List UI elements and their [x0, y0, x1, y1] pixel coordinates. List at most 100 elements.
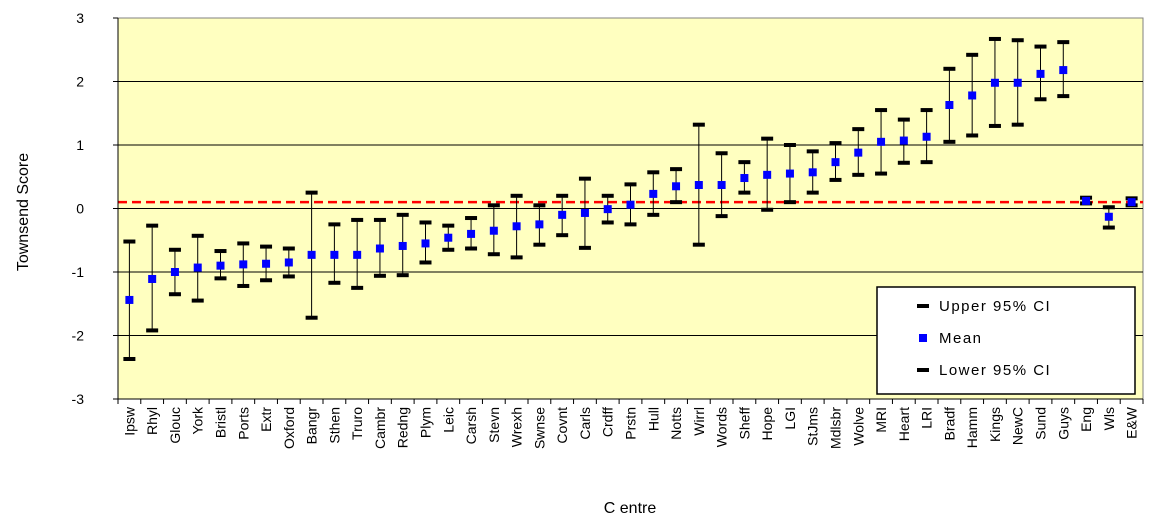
lower-ci-marker	[897, 160, 910, 165]
upper-ci-marker	[282, 246, 295, 251]
mean-marker	[239, 260, 248, 269]
upper-ci-marker	[373, 217, 386, 222]
x-tick-label: Carls	[577, 407, 593, 440]
y-tick-label: 0	[76, 201, 84, 217]
mean-marker	[1013, 78, 1022, 87]
upper-ci-marker	[123, 239, 136, 244]
mean-marker	[854, 148, 863, 157]
mean-marker	[444, 233, 453, 242]
lower-ci-marker	[1011, 122, 1024, 127]
lower-ci-marker	[533, 242, 546, 247]
mean-marker	[398, 241, 407, 250]
upper-ci-marker	[1102, 205, 1115, 210]
x-tick-label: Notts	[668, 407, 684, 440]
mean-marker	[1127, 198, 1136, 207]
x-tick-label: NewC	[1010, 407, 1026, 445]
lower-ci-marker	[487, 252, 500, 257]
mean-marker	[148, 274, 157, 283]
lower-ci-marker	[647, 212, 660, 217]
x-tick-label: Bradf	[941, 407, 957, 441]
lower-ci-marker	[351, 285, 364, 290]
x-tick-label: Mdlsbr	[828, 407, 844, 449]
legend-mean-marker	[919, 334, 927, 342]
lower-ci-marker	[624, 222, 637, 227]
x-tick-label: Rhyl	[144, 407, 160, 435]
lower-ci-marker	[442, 247, 455, 252]
x-tick-label: Guys	[1055, 407, 1071, 440]
upper-ci-marker	[829, 141, 842, 146]
lower-ci-marker	[670, 200, 683, 205]
upper-ci-marker	[396, 212, 409, 217]
mean-marker	[785, 169, 794, 178]
lower-ci-marker	[373, 273, 386, 278]
lower-ci-marker	[305, 315, 318, 320]
x-tick-label: LGI	[782, 407, 798, 430]
lower-ci-marker	[738, 190, 751, 195]
lower-ci-marker	[237, 283, 250, 288]
mean-marker	[649, 189, 658, 198]
lower-ci-marker	[146, 328, 159, 333]
upper-ci-marker	[1011, 38, 1024, 43]
lower-ci-marker	[419, 260, 432, 265]
mean-marker	[580, 208, 589, 217]
mean-marker	[603, 205, 612, 214]
lower-ci-marker	[282, 274, 295, 279]
x-tick-label: Plym	[418, 407, 434, 438]
upper-ci-marker	[328, 222, 341, 227]
upper-ci-marker	[920, 108, 933, 113]
lower-ci-marker	[783, 200, 796, 205]
mean-marker	[467, 229, 476, 238]
x-tick-label: Hull	[645, 407, 661, 431]
lower-ci-marker	[556, 233, 569, 238]
x-tick-label: Leic	[440, 407, 456, 433]
x-tick-label: Kings	[987, 407, 1003, 442]
upper-ci-marker	[601, 193, 614, 198]
upper-ci-marker	[897, 117, 910, 122]
x-tick-label: E&W	[1124, 406, 1140, 439]
upper-ci-marker	[692, 122, 705, 127]
x-tick-label: Truro	[349, 407, 365, 440]
x-tick-label: Stevn	[486, 407, 502, 443]
lower-ci-marker	[1102, 225, 1115, 230]
mean-marker	[216, 261, 225, 270]
mean-marker	[1059, 66, 1068, 75]
lower-ci-marker	[396, 273, 409, 278]
x-tick-label: Glouc	[167, 407, 183, 444]
upper-ci-marker	[465, 216, 478, 221]
upper-ci-marker	[146, 223, 159, 228]
legend-lower-ci-label: Lower 95% CI	[939, 362, 1051, 379]
lower-ci-marker	[510, 255, 523, 260]
lower-ci-marker	[601, 220, 614, 225]
upper-ci-marker	[624, 182, 637, 187]
legend-upper-ci-marker	[917, 304, 929, 308]
x-tick-label: Wls	[1101, 407, 1117, 430]
x-tick-label: Cambr	[372, 407, 388, 449]
y-tick-label: 1	[76, 137, 84, 153]
mean-marker	[740, 174, 749, 183]
mean-marker	[899, 136, 908, 145]
x-tick-label: LRI	[919, 407, 935, 429]
mean-marker	[512, 222, 521, 231]
x-tick-label: Hope	[759, 407, 775, 441]
mean-marker	[125, 295, 134, 304]
mean-marker	[1036, 69, 1045, 78]
lower-ci-marker	[1057, 94, 1070, 99]
legend-mean-label: Mean	[939, 330, 983, 347]
x-tick-label: Sthen	[326, 407, 342, 444]
lower-ci-marker	[920, 160, 933, 165]
x-tick-label: Bangr	[304, 407, 320, 445]
lower-ci-marker	[806, 190, 819, 195]
mean-marker	[672, 182, 681, 191]
legend-lower-ci-marker	[917, 368, 929, 372]
y-tick-label: -3	[72, 391, 85, 407]
x-tick-label: Heart	[896, 407, 912, 441]
y-tick-label: 3	[76, 10, 84, 26]
lower-ci-marker	[168, 292, 181, 297]
mean-marker	[626, 200, 635, 209]
x-tick-label: Words	[714, 407, 730, 447]
legend: Upper 95% CI Mean Lower 95% CI	[876, 286, 1136, 395]
x-tick-label: Crdff	[600, 407, 616, 437]
mean-marker	[694, 181, 703, 190]
mean-marker	[193, 263, 202, 272]
x-tick-label: Hamm	[964, 407, 980, 448]
